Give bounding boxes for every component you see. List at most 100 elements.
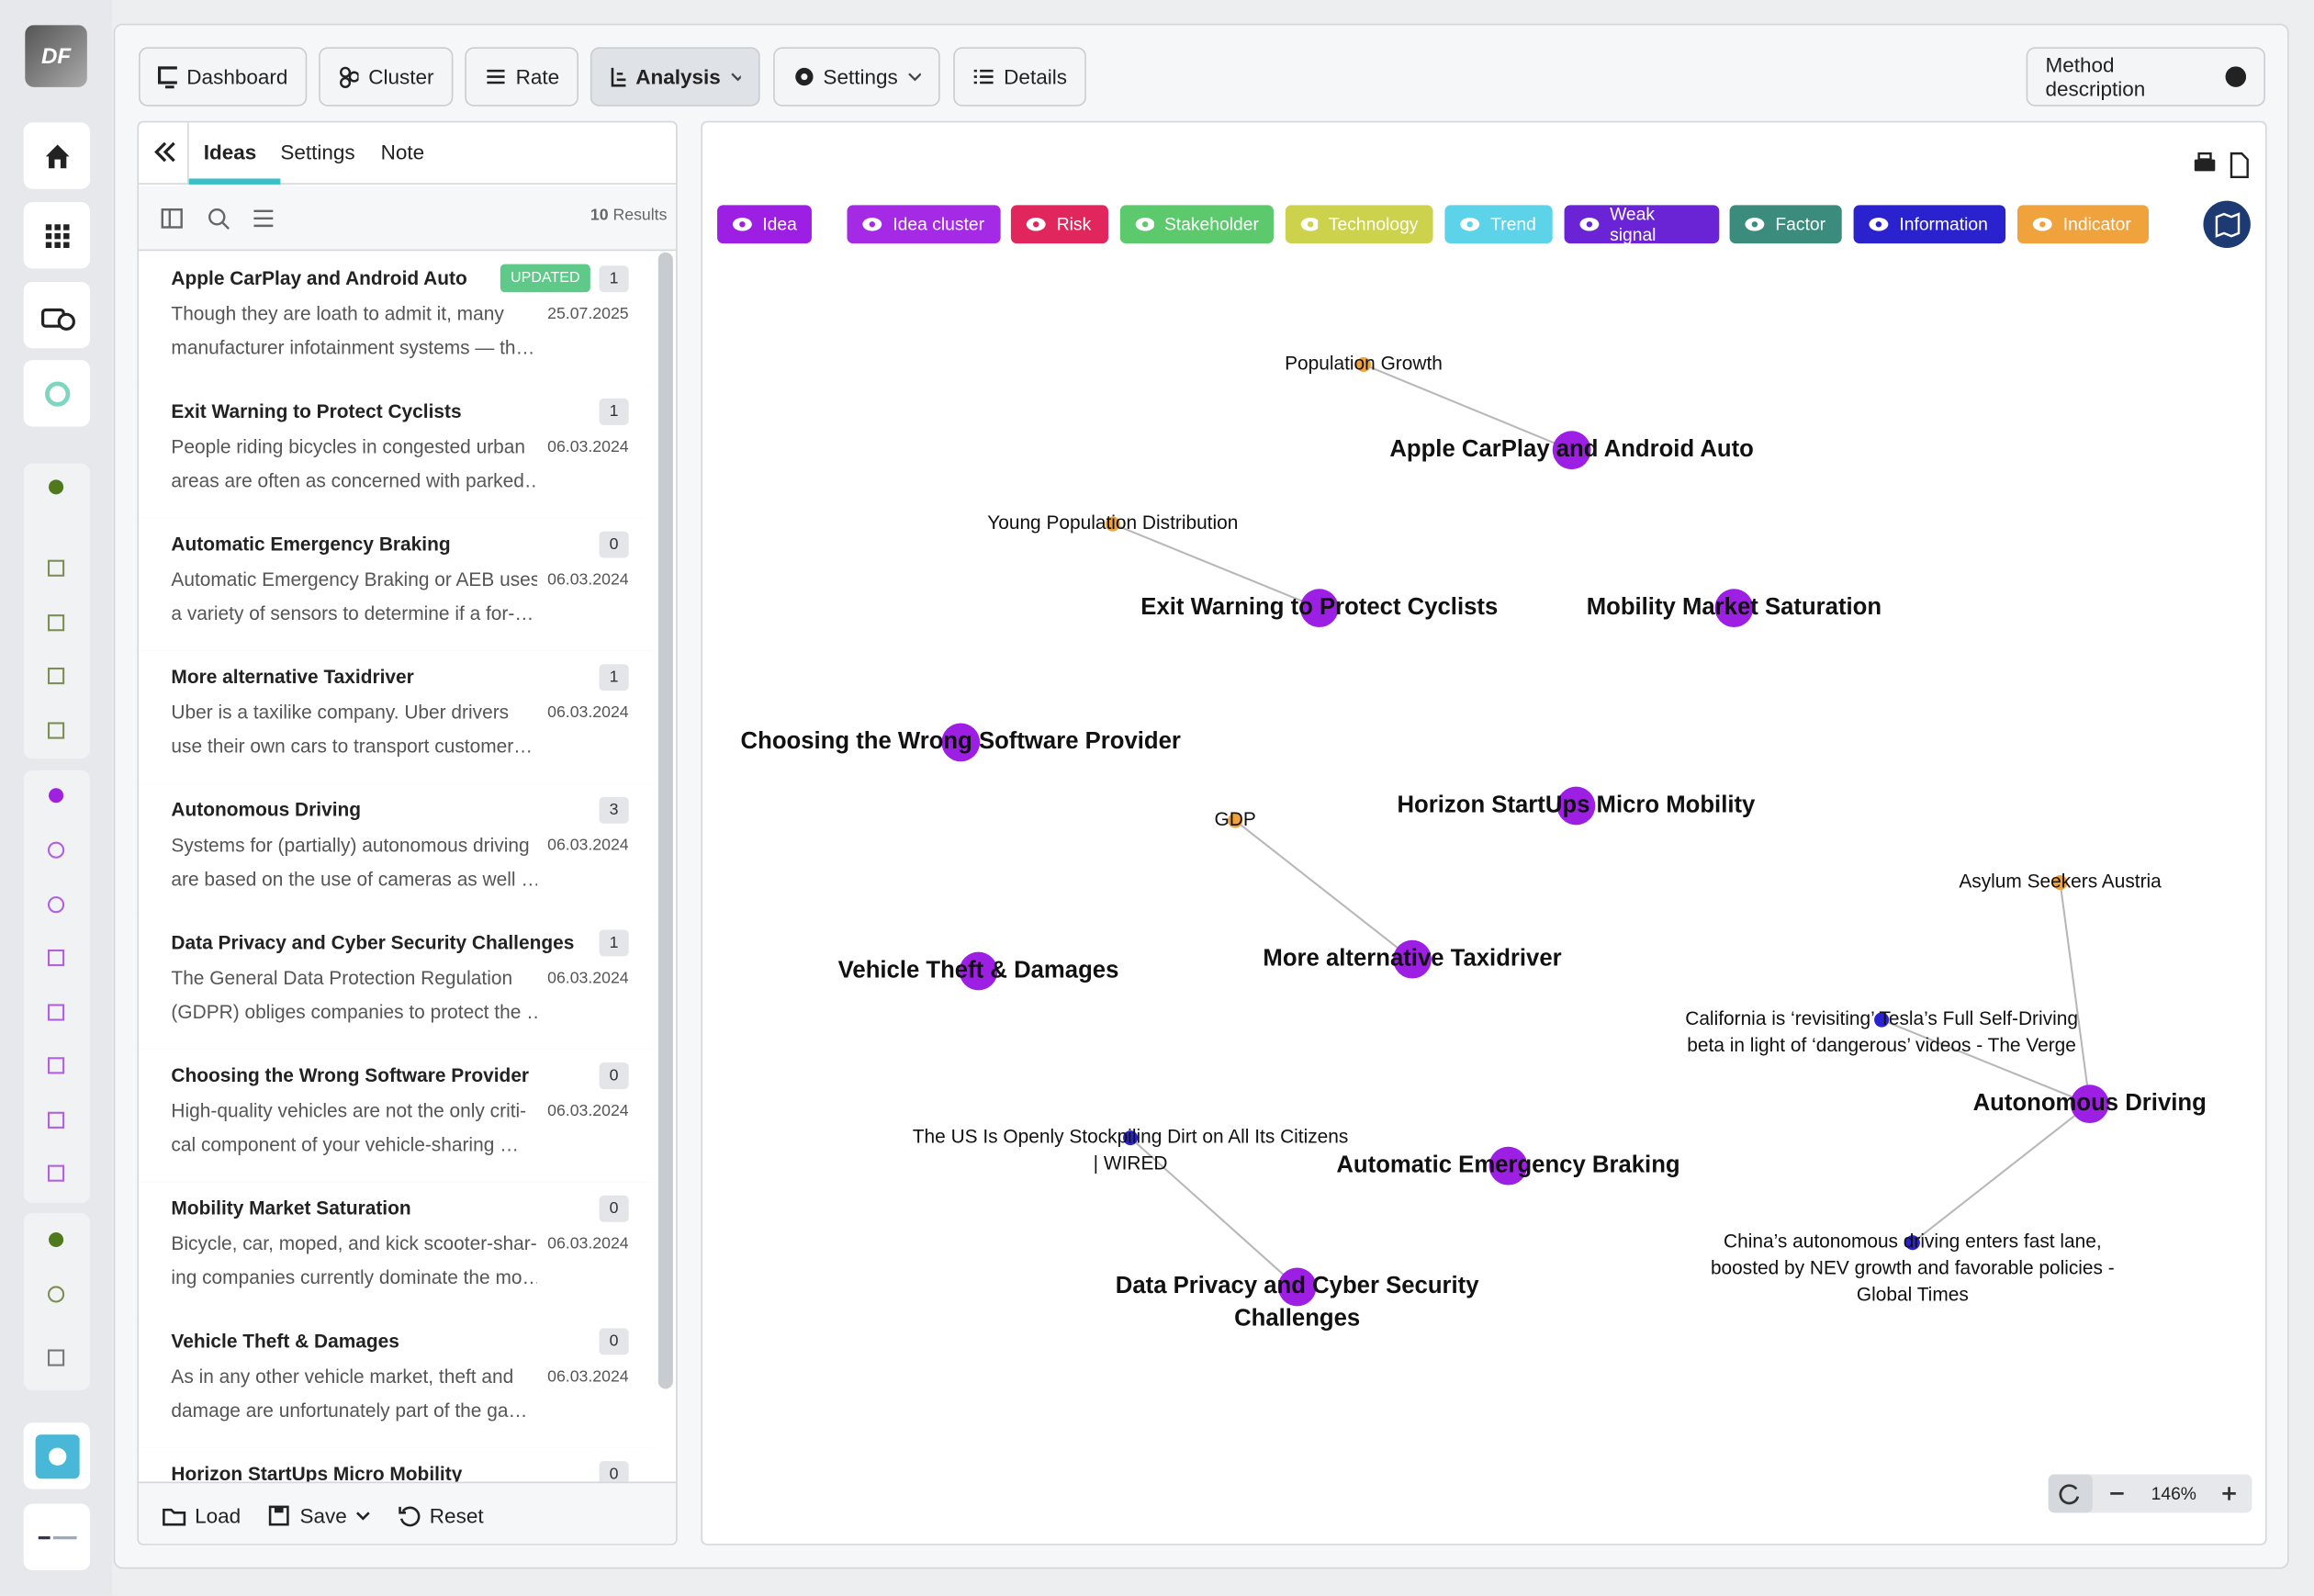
legend-filter[interactable]: Technology xyxy=(1285,205,1433,244)
group-2 xyxy=(23,770,91,1203)
idea-item[interactable]: More alternative Taxidriver 1 06.03.2024 Ub… xyxy=(139,650,653,785)
node[interactable] xyxy=(1714,589,1754,628)
panel-footer: Load Save Reset xyxy=(139,1481,677,1545)
method-description[interactable]: Method description xyxy=(2026,47,2265,107)
help[interactable] xyxy=(23,1422,91,1489)
scrollbar[interactable] xyxy=(657,252,673,1389)
toolbar-icons[interactable] xyxy=(160,207,278,230)
map-toggle[interactable] xyxy=(2203,200,2251,248)
node-label: Mobility Market Saturation xyxy=(1587,594,1882,620)
legend-filter[interactable]: Information xyxy=(1853,205,2006,244)
nav-tab[interactable]: Analysis xyxy=(590,47,760,107)
idea-item[interactable]: Mobility Market Saturation 0 06.03.2024 Bic… xyxy=(139,1182,653,1317)
node[interactable] xyxy=(1105,516,1120,532)
node[interactable] xyxy=(2052,875,2068,891)
panel-tab[interactable]: Ideas xyxy=(203,140,257,164)
legend-filter[interactable]: Trend xyxy=(1444,205,1553,244)
nav-tab-label: Details xyxy=(1004,64,1067,89)
idea-excerpt: are based on the use of cameras as well … xyxy=(171,867,537,891)
nav-icon xyxy=(487,69,505,84)
nav-tab[interactable]: Details xyxy=(953,47,1086,107)
node-label: beta in light of ‘dangerous’ videos - Th… xyxy=(1687,1035,2076,1056)
node[interactable] xyxy=(959,951,998,991)
legend-filter[interactable]: Indicator xyxy=(2016,205,2149,244)
logo[interactable]: DF xyxy=(25,25,87,87)
idea-item[interactable]: Apple CarPlay and Android Auto UPDATED 1 25… xyxy=(139,252,653,388)
node[interactable] xyxy=(1355,356,1372,372)
node[interactable] xyxy=(1488,1146,1528,1186)
idea-excerpt: a variety of sensors to determine if a f… xyxy=(171,601,534,624)
nav-tab[interactable]: Dashboard xyxy=(139,47,308,107)
idea-list: Apple CarPlay and Android Auto UPDATED 1 25… xyxy=(139,252,676,1482)
footer-button[interactable]: Save xyxy=(267,1503,370,1527)
footer-label: Reset xyxy=(429,1502,484,1527)
active-underline xyxy=(188,178,281,185)
results-label: Results xyxy=(612,206,668,225)
node[interactable] xyxy=(1556,786,1596,826)
node[interactable] xyxy=(2070,1085,2109,1124)
idea-title: Vehicle Theft & Damages xyxy=(171,1330,399,1353)
node[interactable] xyxy=(1299,589,1339,628)
node[interactable] xyxy=(1228,813,1243,828)
eye-icon xyxy=(1300,218,1319,231)
panel-tab[interactable]: Note xyxy=(380,140,425,164)
collapse[interactable] xyxy=(139,122,189,185)
footer-button[interactable]: Load xyxy=(163,1503,241,1527)
idea-count: 0 xyxy=(599,1328,629,1355)
idea-count: 1 xyxy=(599,664,629,691)
edge xyxy=(1881,1018,2091,1106)
legend-filter[interactable]: Idea cluster xyxy=(847,205,1001,244)
nav-tab[interactable]: Settings xyxy=(773,47,940,107)
legend-filter[interactable]: Idea xyxy=(717,205,812,244)
add-project[interactable] xyxy=(23,281,91,349)
home[interactable] xyxy=(23,122,91,189)
idea-item[interactable]: Data Privacy and Cyber Security Challeng… xyxy=(139,916,653,1051)
nav-tab[interactable]: Cluster xyxy=(319,47,454,107)
node[interactable] xyxy=(1277,1267,1317,1307)
idea-item[interactable]: Horizon StartUps Micro Mobility 0 xyxy=(139,1447,653,1482)
brand[interactable] xyxy=(23,1503,91,1570)
idea-item[interactable]: Exit Warning to Protect Cyclists 1 06.03.2… xyxy=(139,385,653,520)
idea-item[interactable]: Autonomous Driving 3 06.03.2024 Systems for… xyxy=(139,783,653,918)
node[interactable] xyxy=(1552,431,1591,470)
status[interactable] xyxy=(23,360,91,427)
toolbar: 10 Results xyxy=(139,185,677,252)
node[interactable] xyxy=(1123,1130,1139,1146)
zoom-reset[interactable] xyxy=(2048,1474,2093,1513)
zoom-out[interactable] xyxy=(2098,1475,2137,1513)
footer-button[interactable]: Reset xyxy=(397,1502,484,1527)
footer-icon xyxy=(163,1508,186,1525)
node-label: California is ‘revisiting’ Tesla’s Full … xyxy=(1685,1008,2078,1029)
idea-count: 1 xyxy=(599,929,629,957)
status-icon xyxy=(44,380,70,406)
node-label: China’s autonomous driving enters fast l… xyxy=(1724,1231,2102,1253)
node-label: More alternative Taxidriver xyxy=(1263,945,1561,971)
nav-tab-label: Analysis xyxy=(635,64,721,89)
method-description-label: Method description xyxy=(2045,52,2146,101)
group-1 xyxy=(23,463,91,759)
node[interactable] xyxy=(941,723,981,762)
idea-item[interactable]: Choosing the Wrong Software Provider 0 06.… xyxy=(139,1049,653,1184)
legend-filter[interactable]: Weak signal xyxy=(1564,204,1720,245)
idea-title: More alternative Taxidriver xyxy=(171,665,414,688)
zoom-level: 146% xyxy=(2151,1483,2196,1504)
apps[interactable] xyxy=(23,202,91,269)
nav-tab[interactable]: Rate xyxy=(465,47,578,107)
zoom-in[interactable] xyxy=(2210,1475,2249,1513)
node[interactable] xyxy=(1904,1235,1920,1251)
node[interactable] xyxy=(1393,939,1432,979)
nav-icon xyxy=(973,69,994,84)
export-icons[interactable] xyxy=(2193,152,2252,179)
node[interactable] xyxy=(1874,1012,1890,1028)
idea-item[interactable]: Vehicle Theft & Damages 0 06.03.2024 As in … xyxy=(139,1314,653,1450)
legend-filter[interactable]: Factor xyxy=(1729,205,1842,244)
node-label: Exit Warning to Protect Cyclists xyxy=(1140,594,1498,620)
idea-title: Horizon StartUps Micro Mobility xyxy=(171,1462,463,1482)
idea-item[interactable]: Automatic Emergency Braking 0 06.03.2024 Au… xyxy=(139,518,653,653)
idea-excerpt: damage are unfortunately part of the ga… xyxy=(171,1399,528,1422)
panel-tab[interactable]: Settings xyxy=(280,140,355,164)
legend-filter[interactable]: Stakeholder xyxy=(1119,205,1274,244)
legend-filter[interactable]: Risk xyxy=(1010,205,1108,244)
brand-icon xyxy=(37,1535,76,1539)
nav-tab-label: Rate xyxy=(515,64,560,89)
